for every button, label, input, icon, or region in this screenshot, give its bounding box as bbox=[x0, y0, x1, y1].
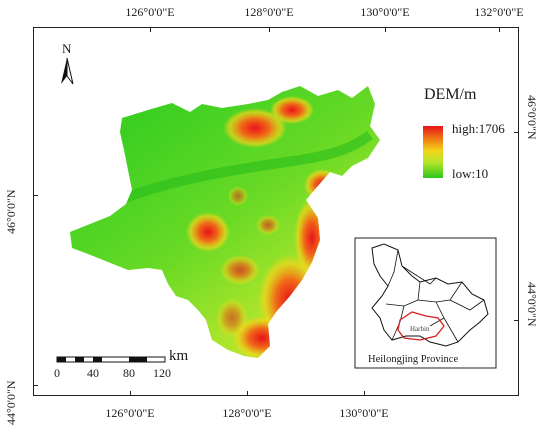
legend-low-label: low:10 bbox=[452, 166, 489, 181]
longitude-label-bottom-128: 128°0'0"E bbox=[222, 406, 272, 420]
tick-bottom-130 bbox=[364, 391, 365, 396]
harbin-highlight bbox=[397, 311, 445, 341]
tick-bottom-128 bbox=[247, 391, 248, 396]
legend-color-ramp bbox=[423, 126, 443, 178]
inset-map: Harbin bbox=[354, 237, 497, 369]
tick-right-46 bbox=[514, 132, 519, 133]
tick-left-44 bbox=[33, 385, 38, 386]
tick-bottom-126 bbox=[130, 391, 131, 396]
heilongjiang-outline bbox=[371, 243, 489, 347]
legend-high-label: high:1706 bbox=[452, 121, 505, 136]
dem-region bbox=[70, 86, 380, 358]
tick-top-126 bbox=[150, 27, 151, 32]
north-arrow-icon bbox=[61, 57, 74, 85]
scale-tick-80: 80 bbox=[123, 366, 135, 380]
legend-title: DEM/m bbox=[424, 86, 477, 103]
tick-right-44 bbox=[514, 320, 519, 321]
scale-tick-0: 0 bbox=[54, 366, 60, 380]
longitude-label-top-128: 128°0'0"E bbox=[244, 5, 294, 19]
scale-bar bbox=[56, 356, 166, 363]
longitude-label-top-126: 126°0'0"E bbox=[125, 5, 175, 19]
longitude-label-top-130: 130°0'0"E bbox=[360, 5, 410, 19]
longitude-label-bottom-126: 126°0'0"E bbox=[105, 406, 155, 420]
tick-top-132 bbox=[499, 27, 500, 32]
tick-top-128 bbox=[269, 27, 270, 32]
inset-city-label: Harbin bbox=[410, 325, 430, 333]
scale-unit-label: km bbox=[169, 348, 189, 364]
map-frame bbox=[33, 27, 519, 396]
scale-tick-40: 40 bbox=[87, 366, 99, 380]
north-label: N bbox=[62, 41, 72, 56]
tick-left-46 bbox=[33, 195, 38, 196]
inset-caption: Heilongjing Province bbox=[368, 354, 459, 365]
scale-tick-120: 120 bbox=[153, 366, 171, 380]
tick-top-130 bbox=[385, 27, 386, 32]
longitude-label-top-132: 132°0'0"E bbox=[474, 5, 524, 19]
longitude-label-bottom-130: 130°0'0"E bbox=[339, 406, 389, 420]
